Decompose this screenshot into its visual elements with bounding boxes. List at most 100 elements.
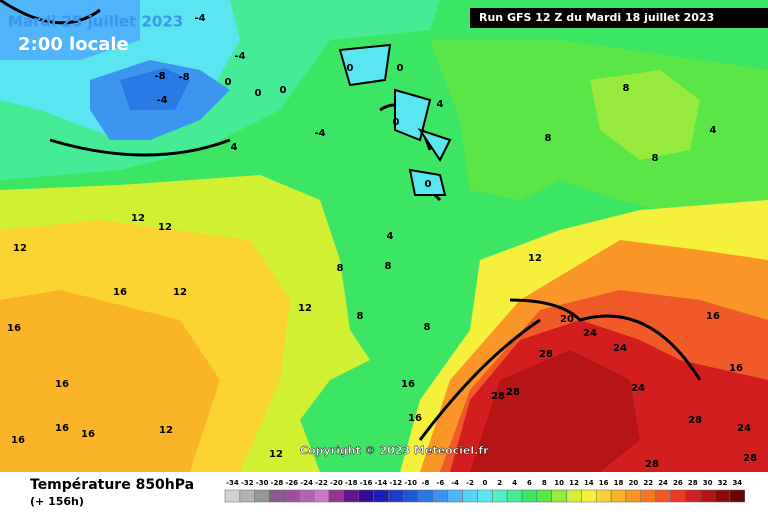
scale-swatch — [596, 489, 612, 503]
contour-label: 28 — [645, 459, 659, 470]
contour-label: -8 — [154, 71, 165, 82]
scale-swatch — [477, 489, 493, 503]
scale-swatch — [254, 489, 270, 503]
contour-label: 16 — [706, 311, 720, 322]
contour-label: 28 — [688, 415, 702, 426]
contour-label: 16 — [7, 323, 21, 334]
contour-label: 16 — [55, 423, 69, 434]
scale-swatch — [328, 489, 345, 503]
contour-label: 12 — [158, 222, 172, 233]
run-box — [470, 8, 768, 28]
scale-label: -26 — [285, 479, 298, 487]
contour-label: -4 — [234, 51, 245, 62]
contour-labels: -4 -4 -8 -8 -4 0 0 0 0 0 0 0 -4 4 4 8 8 8 4 12 12 12 16 12 12 8 8 4… — [7, 13, 757, 470]
scale-label: 0 — [482, 479, 487, 487]
contour-label: 24 — [631, 383, 645, 394]
contour-label: -4 — [314, 128, 325, 139]
scale-swatch — [566, 489, 582, 503]
scale-swatch — [343, 489, 359, 503]
scale-swatch — [492, 489, 508, 503]
contour-label: 8 — [424, 322, 431, 333]
contour-label: 16 — [729, 363, 743, 374]
contour-label: 28 — [539, 349, 553, 360]
scale-swatch — [462, 489, 478, 503]
scale-label: 30 — [703, 479, 713, 487]
scale-swatch — [670, 489, 686, 503]
contour-label: 28 — [491, 391, 505, 402]
contour-label: 8 — [385, 261, 392, 272]
scale-label: 22 — [643, 479, 653, 487]
contour-label: 16 — [113, 287, 127, 298]
scale-label: 28 — [688, 479, 698, 487]
contour-label: 4 — [387, 231, 394, 242]
contour-label: -8 — [178, 72, 189, 83]
scale-swatch — [402, 489, 419, 503]
contour-label: 8 — [357, 311, 364, 322]
contour-label: 0 — [393, 117, 400, 128]
scale-label: 34 — [732, 479, 742, 487]
contour-label: -4 — [194, 13, 205, 24]
scale-label: -8 — [422, 479, 430, 487]
contour-label: 0 — [280, 85, 287, 96]
scale-swatch — [714, 489, 731, 503]
scale-swatch — [224, 489, 241, 503]
scale-label: -34 — [226, 479, 239, 487]
contour-label: 12 — [131, 213, 145, 224]
contour-label: 16 — [55, 379, 69, 390]
contour-label: 12 — [298, 303, 312, 314]
contour-label: 12 — [159, 425, 173, 436]
scale-swatch — [417, 489, 434, 503]
scale-label: -32 — [241, 479, 254, 487]
scale-swatch — [313, 489, 330, 503]
scale-swatch — [432, 489, 448, 503]
contour-label: 0 — [225, 77, 232, 88]
scale-label: -14 — [375, 479, 388, 487]
contour-label: 8 — [337, 263, 344, 274]
contour-label: 12 — [173, 287, 187, 298]
legend-subtitle: (+ 156h) — [30, 495, 84, 508]
map-time: 2:00 locale — [18, 34, 129, 55]
scale-label: -12 — [389, 479, 402, 487]
scale-label: -22 — [315, 479, 328, 487]
contour-label: 0 — [397, 63, 404, 74]
scale-label: 32 — [718, 479, 728, 487]
scale-swatch — [699, 489, 716, 503]
scale-label: -16 — [360, 479, 373, 487]
contour-label: 0 — [425, 179, 432, 190]
copyright: Copyright © 2023 Meteociel.fr — [300, 444, 489, 457]
contour-label: 12 — [269, 449, 283, 460]
scale-swatch — [299, 489, 315, 503]
scale-swatch — [625, 489, 642, 503]
scale-label: -10 — [404, 479, 417, 487]
scale-swatch — [239, 489, 255, 503]
contour-label: 4 — [437, 99, 444, 110]
scale-label: 8 — [542, 479, 547, 487]
scale-swatch — [373, 489, 389, 503]
scale-swatch — [729, 489, 746, 503]
contour-label: 0 — [255, 88, 262, 99]
legend-title: Température 850hPa — [30, 477, 194, 493]
scale-swatch — [610, 489, 627, 503]
scale-swatch — [685, 489, 701, 503]
contour-label: 28 — [743, 453, 757, 464]
scale-label: -2 — [466, 479, 474, 487]
scale-label: 20 — [629, 479, 639, 487]
scale-swatch — [536, 489, 552, 503]
scale-label: -20 — [330, 479, 343, 487]
contour-label: 4 — [231, 142, 238, 153]
contour-label: -4 — [156, 95, 167, 106]
contour-label: 12 — [13, 243, 27, 254]
scale-label: 4 — [512, 479, 517, 487]
scale-swatch — [358, 489, 374, 503]
scale-label: -4 — [451, 479, 459, 487]
contour-label: 16 — [11, 435, 25, 446]
scale-swatch — [269, 489, 285, 503]
scale-swatch — [506, 489, 523, 503]
contour-label: 16 — [408, 413, 422, 424]
scale-label: -6 — [436, 479, 444, 487]
contour-label: 4 — [710, 125, 717, 136]
scale-swatch — [521, 489, 538, 503]
contour-label: 8 — [623, 83, 630, 94]
contour-label: 16 — [81, 429, 95, 440]
